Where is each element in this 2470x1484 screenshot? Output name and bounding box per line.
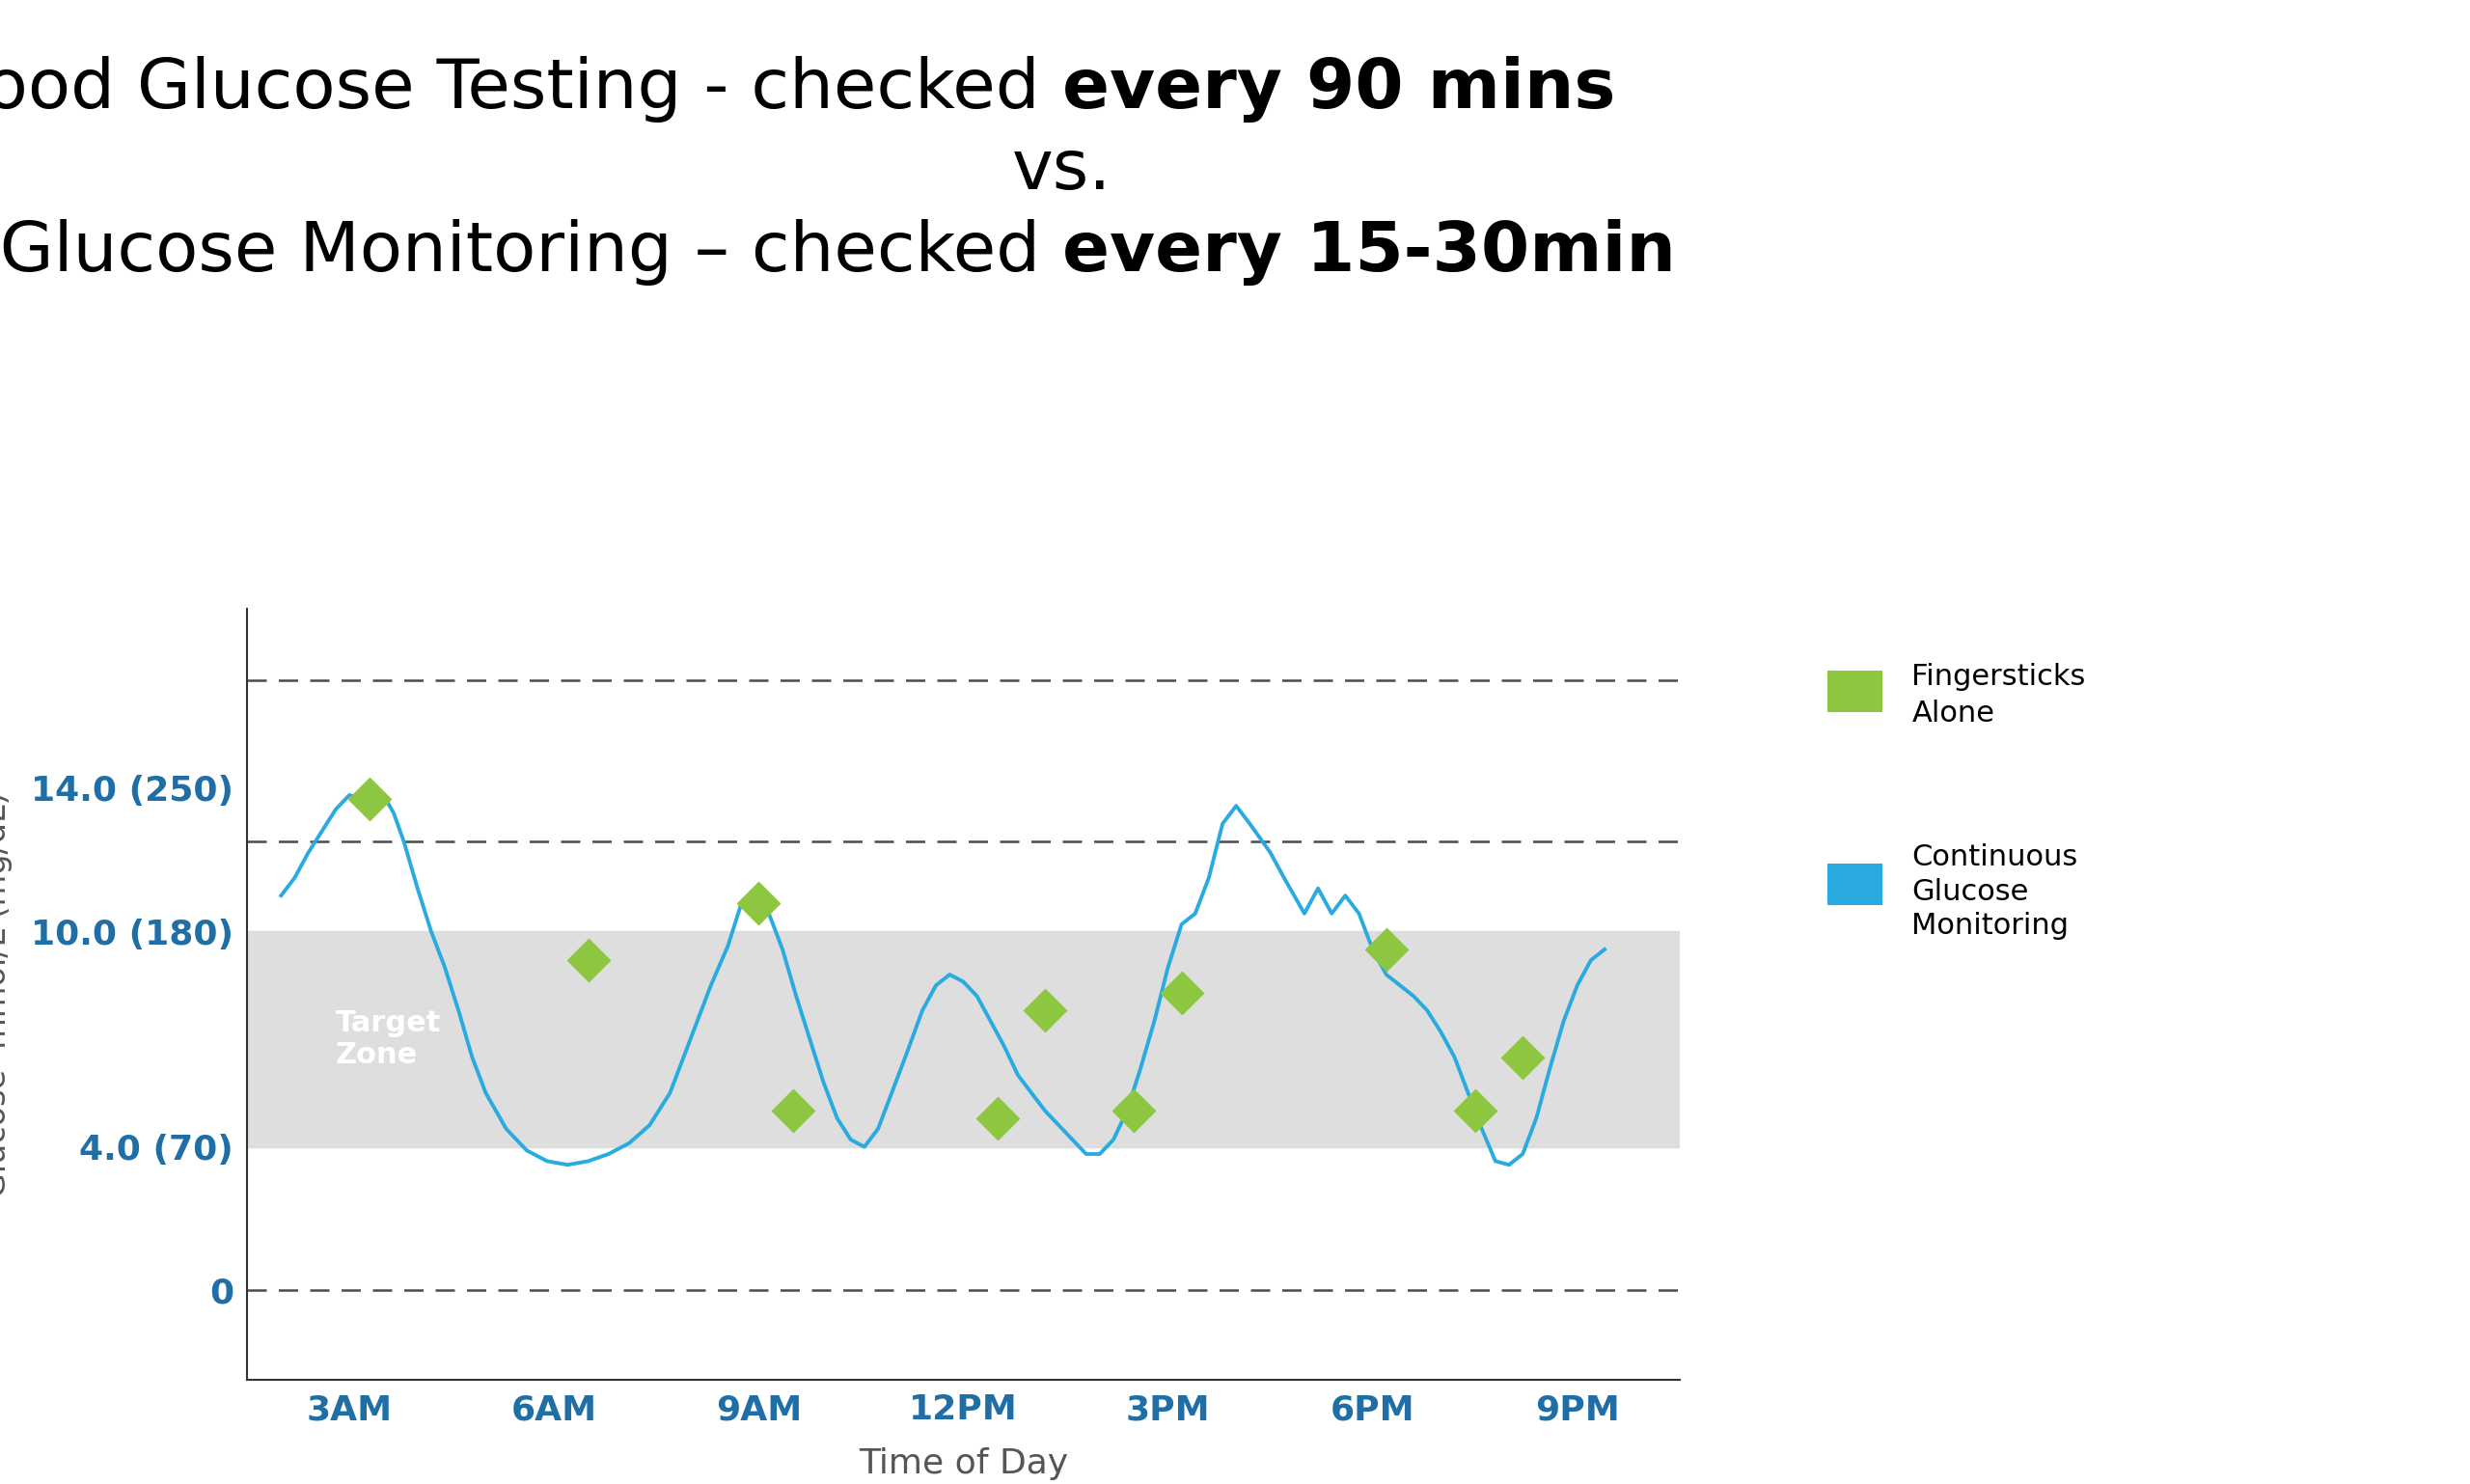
Point [1366,938,1405,962]
Text: Target
Zone: Target Zone [336,1009,442,1070]
Point [978,1106,1018,1129]
Text: Glucose: Glucose [1912,879,2028,905]
Point [1025,999,1065,1022]
Text: Continuous Glucose Monitoring – checked: Continuous Glucose Monitoring – checked [0,220,1062,285]
Text: Continuous: Continuous [1912,844,2077,871]
Text: vs.: vs. [1013,138,1112,203]
Point [1455,1100,1494,1123]
Point [351,787,390,810]
Point [1502,1045,1541,1068]
Point [1114,1100,1153,1123]
X-axis label: Time of Day: Time of Day [860,1448,1067,1481]
Point [739,890,778,914]
Y-axis label: Glucose  mmol/L (mg/dL): Glucose mmol/L (mg/dL) [0,791,12,1198]
Text: Alone: Alone [1912,700,1996,727]
Text: every 90 mins: every 90 mins [1062,56,1615,122]
Text: Fingersticks: Fingersticks [1912,663,2085,690]
Point [773,1100,813,1123]
Point [1161,981,1200,1005]
Text: Monitoring: Monitoring [1912,913,2070,939]
Text: Blood Glucose Testing - checked: Blood Glucose Testing - checked [0,56,1062,122]
Text: every 15-30min: every 15-30min [1062,220,1675,285]
Bar [247,932,1680,1147]
Point [568,948,608,972]
